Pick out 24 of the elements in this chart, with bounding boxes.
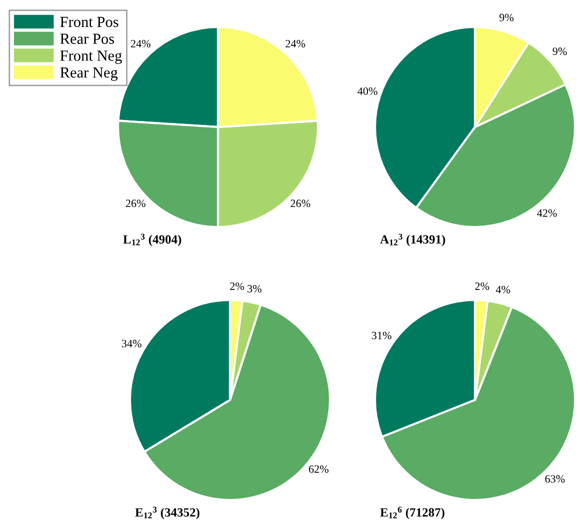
data-label: 26% bbox=[126, 200, 146, 208]
data-label: 40% bbox=[358, 87, 378, 95]
data-label: 9% bbox=[499, 14, 514, 22]
data-label: 2% bbox=[230, 282, 244, 290]
data-label: 42% bbox=[537, 209, 557, 217]
text: L$_{12}$$^{3}$ (4904) bbox=[123, 234, 182, 246]
data-label: 62% bbox=[308, 465, 328, 473]
legend-label: Rear Neg bbox=[60, 68, 118, 81]
data-label: 9% bbox=[552, 48, 567, 56]
legend-label: Front Pos bbox=[60, 16, 118, 28]
legend-label: Rear Pos bbox=[60, 34, 114, 44]
text: A$_{12}$$^{3}$ (14391) bbox=[380, 234, 446, 246]
data-label: 31% bbox=[372, 332, 392, 340]
data-label: 63% bbox=[545, 475, 565, 483]
data-label: 2% bbox=[475, 282, 490, 290]
legend-label: Front Neg bbox=[60, 50, 122, 64]
data-label: 24% bbox=[286, 40, 306, 48]
text: E$_{12}$$^{6}$ (71287) bbox=[380, 506, 444, 520]
data-label: 34% bbox=[122, 340, 142, 348]
data-label: 3% bbox=[248, 284, 262, 292]
text: E$_{12}$$^{3}$ (34352) bbox=[135, 506, 200, 520]
data-label: 24% bbox=[130, 40, 150, 48]
data-label: 4% bbox=[496, 286, 510, 294]
data-label: 26% bbox=[290, 200, 310, 208]
